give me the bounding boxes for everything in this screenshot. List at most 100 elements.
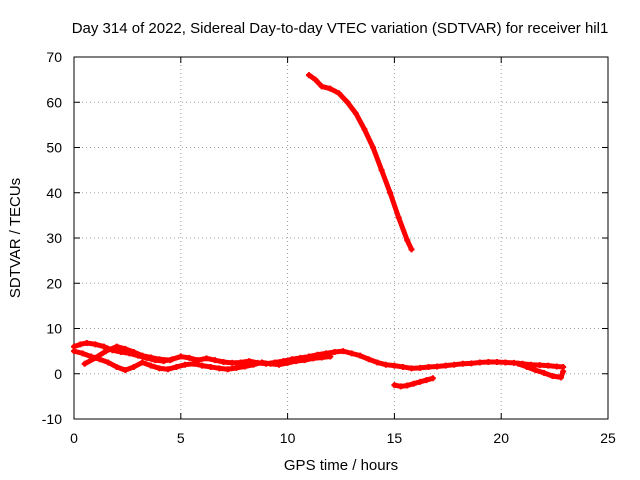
- data-point: [147, 354, 154, 361]
- data-point: [318, 83, 325, 90]
- data-point: [216, 365, 223, 372]
- data-point: [190, 360, 197, 367]
- data-point: [352, 110, 359, 117]
- data-point: [220, 358, 227, 365]
- data-point: [113, 363, 120, 370]
- data-point: [476, 359, 483, 366]
- data-point: [71, 348, 77, 355]
- x-tick-label: 10: [280, 430, 296, 446]
- data-point: [399, 363, 406, 370]
- data-point: [224, 366, 231, 373]
- data-point: [105, 359, 112, 366]
- y-tick-label: 60: [46, 94, 62, 110]
- data-point: [327, 353, 334, 360]
- data-point: [417, 364, 424, 371]
- data-point: [395, 214, 402, 221]
- data-point: [186, 354, 193, 361]
- data-point: [374, 359, 381, 366]
- x-tick-label: 0: [70, 430, 78, 446]
- data-marks: [71, 72, 567, 390]
- x-tick-label: 15: [387, 430, 403, 446]
- data-point: [211, 357, 218, 364]
- data-point: [340, 348, 347, 355]
- data-point: [147, 362, 154, 369]
- data-point: [429, 375, 436, 382]
- data-point: [348, 350, 355, 357]
- data-point: [468, 360, 475, 367]
- data-point: [515, 360, 522, 367]
- data-point: [167, 357, 174, 364]
- data-point: [540, 369, 547, 376]
- series-baseline-scatter-c: [81, 343, 174, 367]
- x-tick-labels: 0 5 10 15 20 25: [70, 430, 616, 446]
- data-point: [493, 358, 500, 365]
- data-point: [425, 363, 432, 370]
- data-point: [173, 363, 180, 370]
- y-tick-label: 40: [46, 185, 62, 201]
- series-baseline-scatter-b: [71, 348, 334, 374]
- data-point: [177, 353, 184, 360]
- data-point: [293, 358, 300, 365]
- data-point: [553, 363, 560, 370]
- data-point: [92, 341, 99, 348]
- data-point: [130, 349, 137, 356]
- data-point: [79, 350, 86, 357]
- data-point: [378, 167, 385, 174]
- data-point: [404, 237, 411, 244]
- data-point: [549, 373, 556, 380]
- data-point: [139, 352, 146, 359]
- data-point: [331, 349, 338, 356]
- data-point: [459, 360, 466, 367]
- data-point: [164, 366, 171, 373]
- y-axis-label: SDTVAR / TECUs: [7, 178, 24, 298]
- data-point: [130, 363, 137, 370]
- data-point: [100, 343, 107, 350]
- data-point: [382, 361, 389, 368]
- data-point: [92, 354, 99, 361]
- data-point: [391, 382, 398, 389]
- data-point: [233, 364, 240, 371]
- y-tick-label: -10: [42, 411, 62, 427]
- data-point: [250, 361, 257, 368]
- data-point: [318, 354, 325, 361]
- data-point: [327, 85, 334, 92]
- data-point: [357, 352, 364, 359]
- data-point: [267, 360, 274, 367]
- series-line: [306, 72, 414, 252]
- data-point: [156, 365, 163, 372]
- data-point: [423, 377, 430, 384]
- data-point: [397, 383, 404, 390]
- y-tick-label: 30: [46, 230, 62, 246]
- data-point: [408, 365, 415, 372]
- data-point: [241, 363, 248, 370]
- series-baseline-scatter-d: [515, 360, 567, 381]
- data-point: [361, 126, 368, 133]
- data-point: [276, 361, 283, 368]
- data-point: [312, 76, 319, 83]
- y-tick-label: 20: [46, 275, 62, 291]
- data-point: [199, 362, 206, 369]
- data-point: [560, 368, 567, 375]
- data-point: [365, 356, 372, 363]
- data-point: [229, 359, 236, 366]
- data-point: [77, 341, 84, 348]
- data-point: [442, 362, 449, 369]
- y-tick-label: 50: [46, 140, 62, 156]
- plot-border: [73, 56, 609, 420]
- data-point: [156, 356, 163, 363]
- x-axis-label: GPS time / hours: [284, 457, 398, 474]
- data-point: [451, 361, 458, 368]
- grid: [73, 56, 609, 420]
- data-point: [404, 382, 411, 389]
- data-point: [335, 90, 342, 97]
- y-tick-labels: -10 0 10 20 30 40 50 60 70: [42, 49, 62, 427]
- data-point: [182, 361, 189, 368]
- data-point: [284, 359, 291, 366]
- x-tick-label: 20: [493, 430, 509, 446]
- data-point: [485, 358, 492, 365]
- data-point: [305, 72, 312, 79]
- data-point: [391, 362, 398, 369]
- data-point: [434, 363, 441, 370]
- data-point: [122, 345, 129, 352]
